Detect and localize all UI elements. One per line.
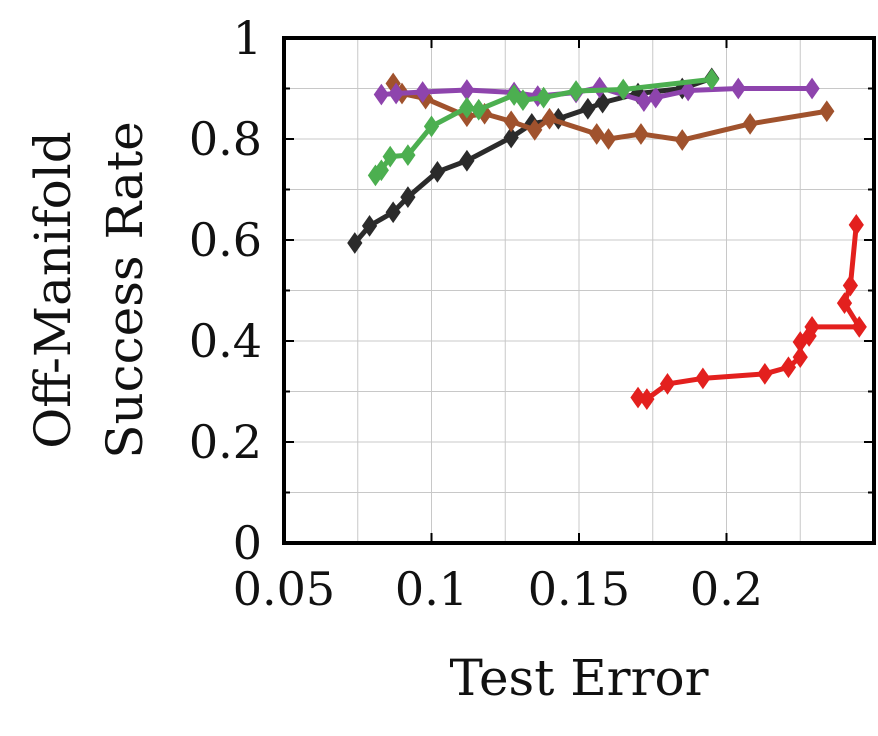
data-point-marker: [742, 112, 758, 135]
data-point-marker: [515, 89, 531, 111]
data-point-marker: [361, 214, 378, 237]
data-point-marker: [674, 129, 690, 151]
x-tick-label: 0.1: [395, 562, 468, 616]
data-point-marker: [792, 346, 808, 369]
y-tick-label: 0.2: [189, 415, 262, 469]
series-layer: [347, 67, 867, 410]
data-point-marker: [600, 128, 617, 150]
data-point-marker: [429, 160, 446, 183]
data-point-marker: [659, 373, 676, 395]
data-point-marker: [503, 110, 519, 133]
data-point-marker: [541, 107, 558, 130]
data-point-marker: [680, 79, 696, 102]
grid-lines: [283, 37, 875, 544]
data-point-marker: [780, 356, 797, 379]
data-point-marker: [503, 126, 519, 149]
data-point-marker: [851, 315, 867, 338]
y-tick-label: 0.6: [189, 213, 262, 267]
data-point-marker: [471, 98, 487, 121]
x-tick-label: 0.2: [690, 562, 763, 616]
data-point-marker: [848, 213, 864, 236]
data-point-marker: [535, 86, 552, 109]
data-point-marker: [757, 362, 773, 385]
data-point-marker: [400, 144, 416, 167]
data-point-marker: [594, 91, 611, 114]
data-point-marker: [373, 159, 389, 182]
data-point-marker: [804, 315, 820, 338]
data-point-marker: [804, 77, 820, 100]
data-point-marker: [648, 86, 664, 109]
series-line: [637, 224, 862, 402]
data-point-marker: [415, 81, 431, 103]
data-point-marker: [388, 82, 404, 105]
y-tick-label: 0: [233, 516, 262, 570]
data-point-marker: [423, 115, 440, 138]
y-tick-label: 0.4: [189, 314, 262, 368]
data-point-marker: [385, 201, 401, 224]
x-tick-label: 0.05: [233, 562, 335, 616]
x-tick-label: 0.15: [528, 562, 630, 616]
y-tick-label: 1: [233, 11, 262, 65]
data-point-marker: [400, 186, 416, 208]
data-point-marker: [580, 97, 596, 120]
data-point-marker: [592, 76, 608, 99]
x-axis-title: Test Error: [449, 649, 708, 707]
data-point-marker: [459, 149, 475, 172]
data-point-marker: [695, 367, 711, 390]
x-tick-labels: 0.05 0.1 0.15 0.2: [233, 562, 763, 616]
data-point-marker: [373, 83, 389, 106]
data-point-marker: [615, 78, 631, 101]
data-point-marker: [568, 80, 584, 102]
tick-marks: [283, 37, 874, 544]
data-point-marker: [704, 68, 720, 91]
data-point-marker: [639, 388, 655, 410]
y-axis-title-line-2: Success Rate: [96, 121, 154, 459]
data-point-marker: [836, 292, 853, 314]
data-point-marker: [730, 77, 746, 100]
data-point-marker: [633, 123, 649, 145]
data-point-marker: [842, 274, 859, 297]
series-4: [367, 68, 720, 187]
y-axis-title-line-1: Off-Manifold: [24, 131, 82, 448]
series-0: [630, 213, 867, 410]
y-tick-label: 0.8: [189, 112, 262, 166]
data-point-marker: [459, 96, 475, 119]
data-point-marker: [347, 232, 363, 254]
data-point-marker: [819, 100, 835, 123]
y-tick-labels: 0 0.2 0.4 0.6 0.8 1: [189, 11, 262, 570]
data-point-marker: [382, 145, 398, 168]
data-point-marker: [527, 119, 543, 141]
data-point-marker: [589, 123, 605, 145]
